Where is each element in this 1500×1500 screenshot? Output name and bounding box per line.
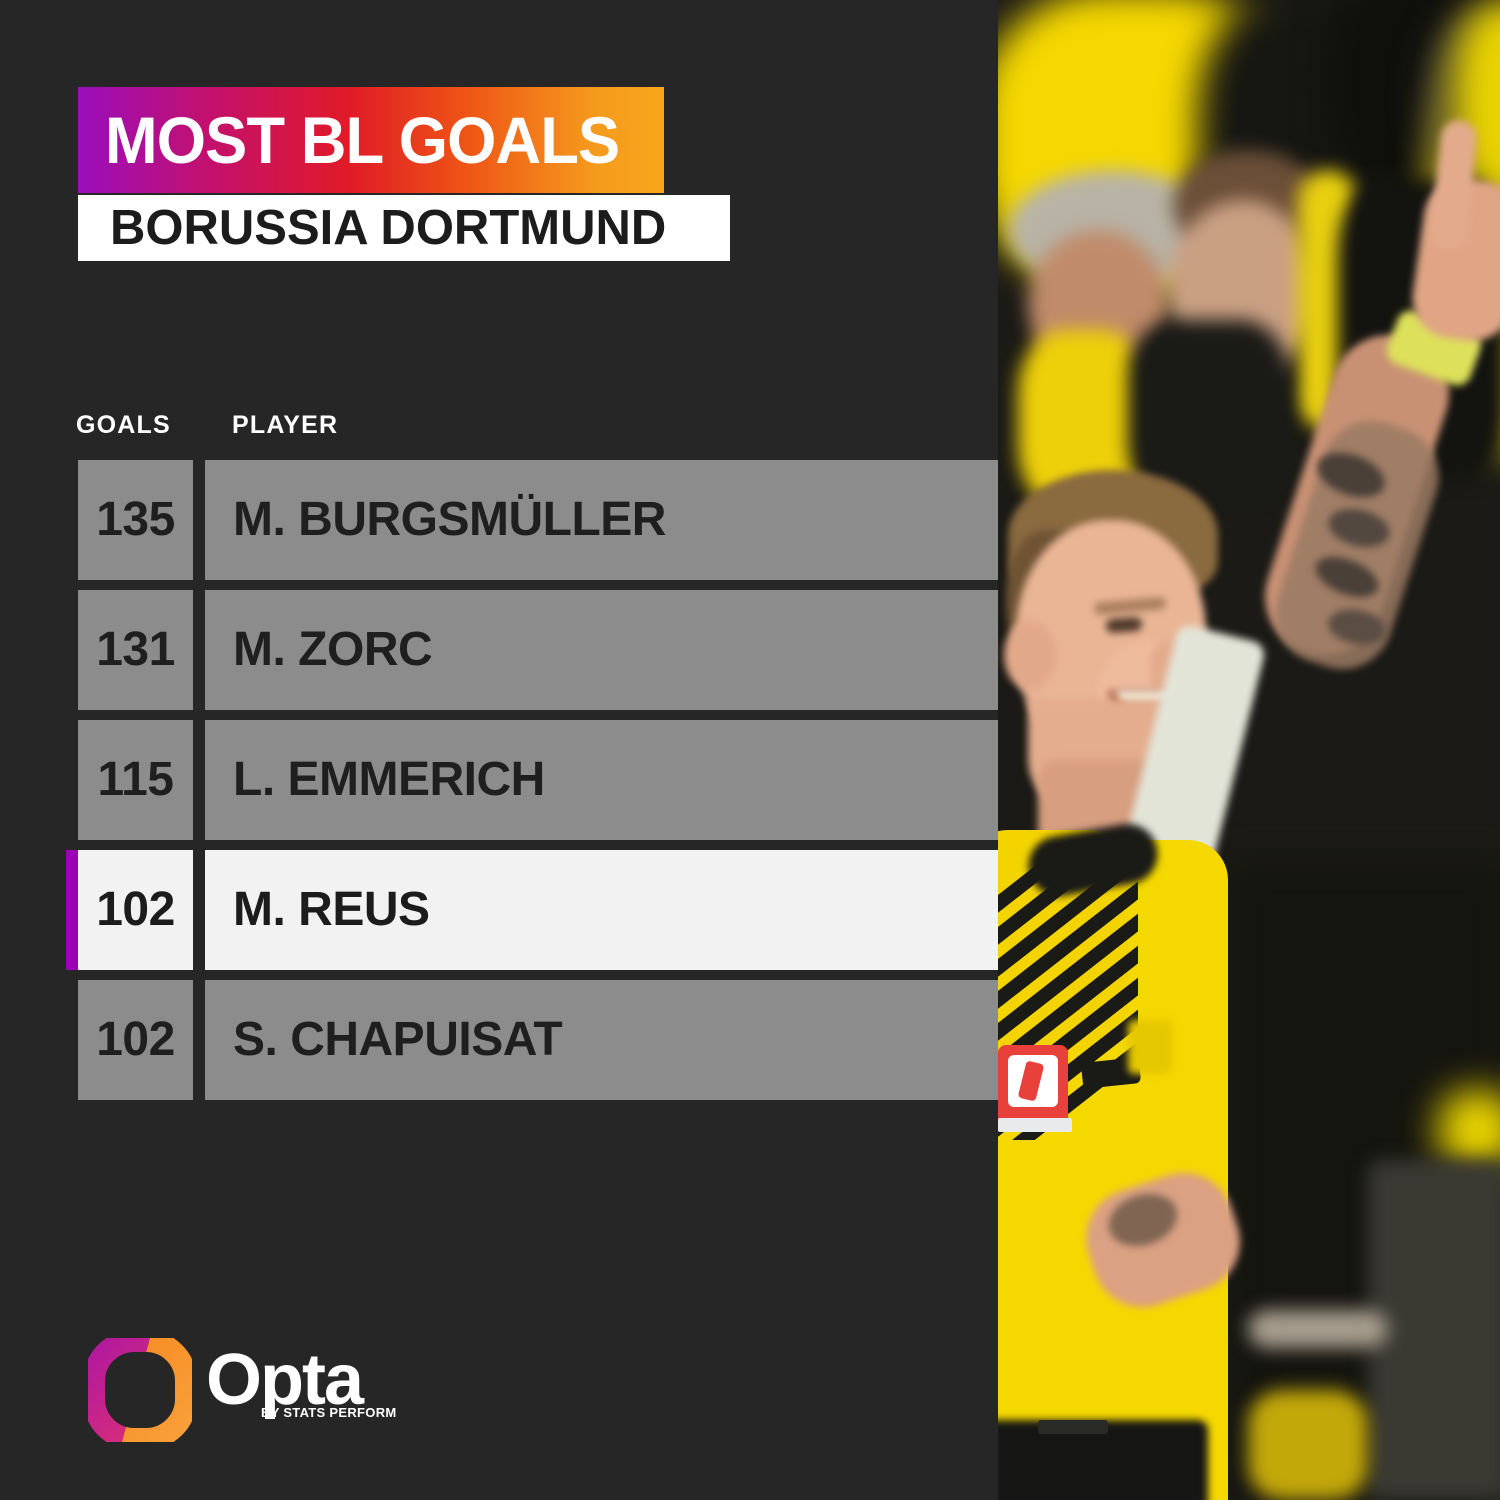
player-name: M. BURGSMÜLLER [233, 493, 666, 546]
bundesliga-label [998, 1118, 1072, 1132]
player-ear [1004, 620, 1056, 690]
row-accent-bar [66, 590, 78, 710]
row-accent-bar [66, 850, 78, 970]
cell-divider [193, 720, 205, 840]
player-eye [1105, 616, 1143, 634]
goals-value: 131 [96, 623, 175, 676]
opta-mark-icon [88, 1338, 192, 1442]
headline-banner: MOST BL GOALS [78, 87, 664, 193]
column-header-player: PLAYER [232, 411, 339, 439]
goals-value: 135 [96, 493, 175, 546]
goals-cell: 135 [78, 460, 193, 580]
row-accent-bar [66, 720, 78, 840]
goals-value: 115 [97, 753, 174, 806]
table-column-headers: GOALS PLAYER [0, 413, 998, 447]
table-row: 102 M. REUS [66, 850, 998, 970]
player-photo [998, 0, 1500, 1500]
player-name: S. CHAPUISAT [233, 1013, 563, 1066]
player-cell: L. EMMERICH [205, 720, 998, 840]
table-row: 135 M. BURGSMÜLLER [66, 460, 998, 580]
background-yellow-patch [1438, 1090, 1500, 1170]
player-cell: M. BURGSMÜLLER [205, 460, 998, 580]
player-name: L. EMMERICH [233, 753, 545, 806]
goals-cell: 102 [78, 850, 193, 970]
crowd-camera [1128, 320, 1288, 500]
goals-cell: 102 [78, 980, 193, 1100]
club-crest [1128, 1020, 1172, 1074]
subhead-banner: BORUSSIA DORTMUND [78, 195, 730, 261]
opta-wordmark-text: Opta [206, 1340, 364, 1420]
player-cell: S. CHAPUISAT [205, 980, 998, 1100]
background-yellow-lower [1248, 1390, 1368, 1500]
goals-cell: 115 [78, 720, 193, 840]
opta-byline: BY STATS PERFORM [261, 1405, 397, 1420]
goals-value: 102 [96, 1013, 175, 1066]
goals-cell: 131 [78, 590, 193, 710]
table-row: 115 L. EMMERICH [66, 720, 998, 840]
goals-value: 102 [96, 883, 175, 936]
row-accent-bar [66, 460, 78, 580]
leaderboard-table: 135 M. BURGSMÜLLER 131 M. ZORC 115 L. EMMERIC… [66, 460, 998, 1110]
opta-wordmark: Opta BY STATS PERFORM [206, 1344, 406, 1440]
stadium-seat [1368, 1160, 1500, 1500]
cell-divider [193, 850, 205, 970]
player-cell: M. ZORC [205, 590, 998, 710]
cell-divider [193, 590, 205, 710]
row-accent-bar [66, 980, 78, 1100]
player-cell: M. REUS [205, 850, 998, 970]
player-name: M. ZORC [233, 623, 433, 676]
page-title: MOST BL GOALS [104, 103, 620, 177]
page-subtitle: BORUSSIA DORTMUND [110, 200, 667, 255]
puma-hem-label [1038, 1420, 1108, 1434]
stadium-rail [1248, 1310, 1388, 1348]
opta-logo: Opta BY STATS PERFORM [88, 1338, 408, 1450]
player-name: M. REUS [233, 883, 430, 936]
cell-divider [193, 460, 205, 580]
table-row: 131 M. ZORC [66, 590, 998, 710]
cell-divider [193, 980, 205, 1100]
column-header-goals: GOALS [76, 411, 171, 439]
table-row: 102 S. CHAPUISAT [66, 980, 998, 1100]
